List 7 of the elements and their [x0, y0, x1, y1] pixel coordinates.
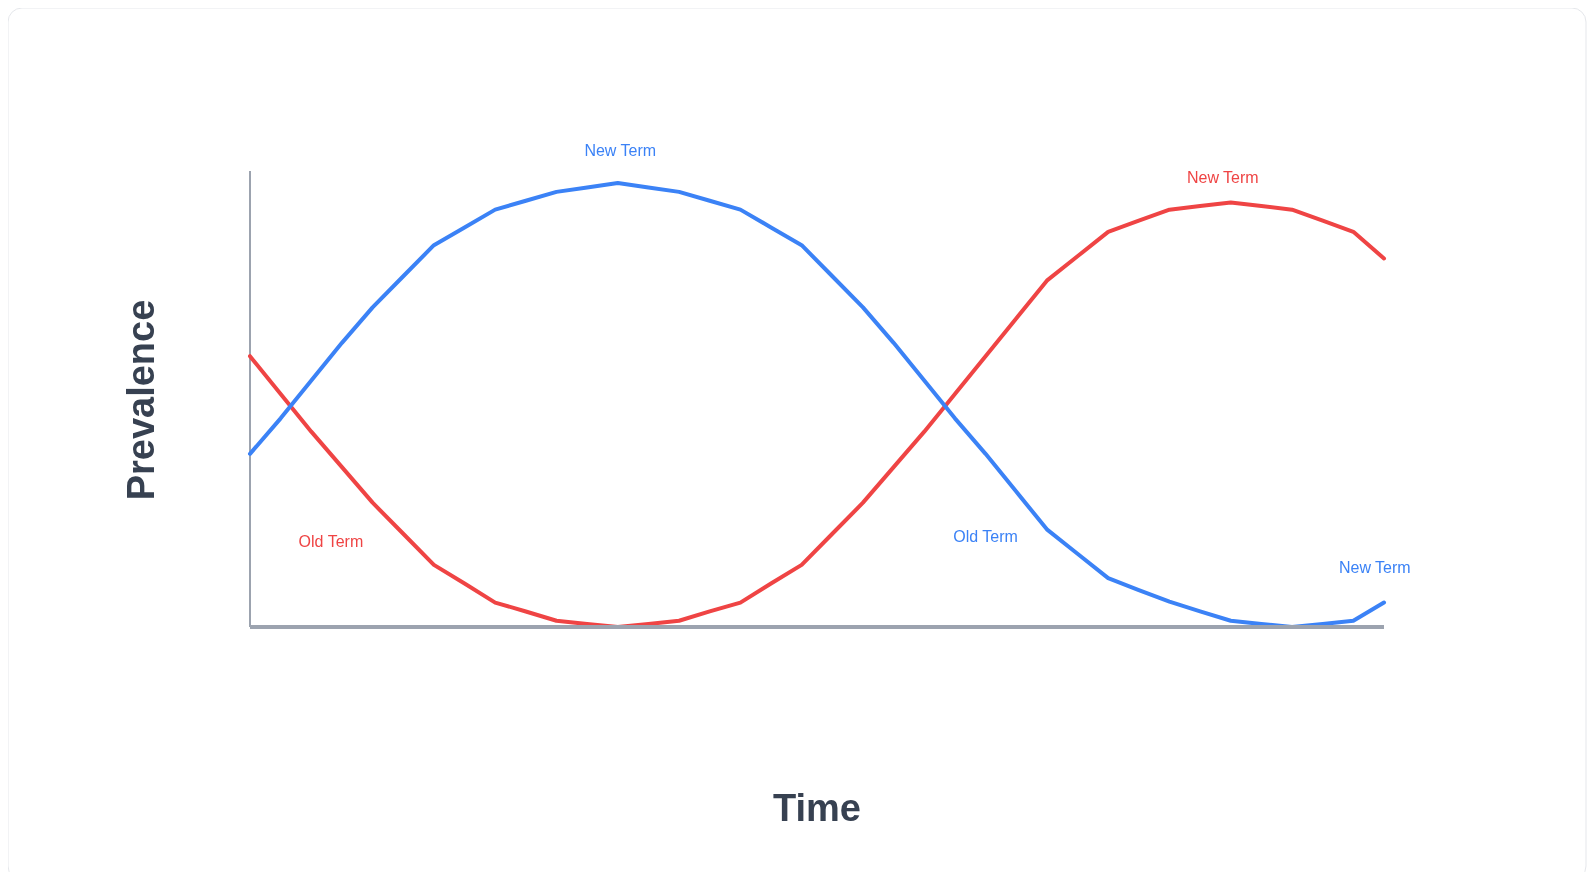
- text: New Term: [584, 142, 657, 160]
- annotation: Old Term: [953, 528, 1018, 546]
- x-axis-title: Time: [772, 787, 862, 830]
- annotation: New Term: [1186, 168, 1259, 186]
- annotation: New Term: [1338, 559, 1411, 577]
- annotation: Old Term: [298, 532, 364, 550]
- y-axis-title: Prevalence: [120, 299, 163, 501]
